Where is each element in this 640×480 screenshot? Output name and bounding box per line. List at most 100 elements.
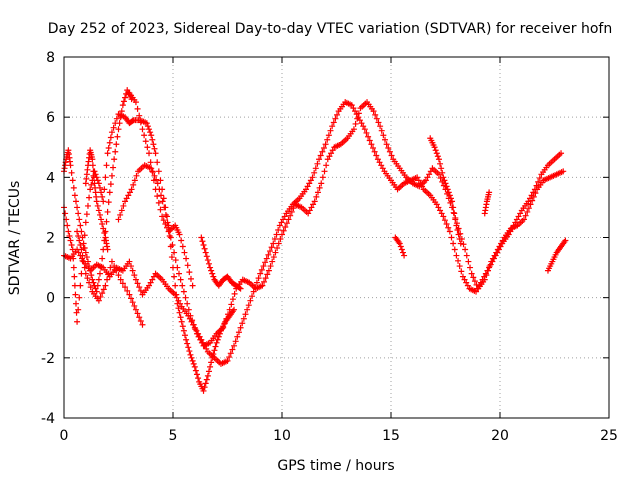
data-point [102, 174, 109, 181]
data-point [179, 243, 186, 250]
data-point [535, 178, 542, 185]
data-point [437, 175, 444, 182]
data-point [129, 299, 136, 306]
data-point [202, 380, 209, 387]
data-point [79, 234, 86, 241]
data-point [187, 312, 194, 319]
data-point [180, 327, 187, 334]
data-point [176, 309, 183, 316]
data-point [204, 372, 211, 379]
data-point [211, 347, 218, 354]
data-point [99, 193, 106, 200]
data-point [111, 263, 118, 270]
data-point [457, 240, 464, 247]
data-point [350, 105, 357, 112]
data-point [73, 309, 80, 316]
data-point [188, 354, 195, 361]
data-point [520, 216, 527, 223]
data-point [150, 141, 157, 148]
data-point [226, 306, 233, 313]
data-point [207, 363, 214, 370]
data-point [132, 276, 139, 283]
data-point [281, 213, 288, 220]
data-point [178, 237, 185, 244]
data-point [105, 199, 112, 206]
data-point [348, 102, 355, 109]
data-point [70, 264, 77, 271]
data-point [517, 210, 524, 217]
data-point [104, 276, 111, 283]
data-point [240, 315, 247, 322]
data-point [147, 279, 154, 286]
data-point [363, 129, 370, 136]
data-point [275, 226, 282, 233]
data-point [81, 264, 88, 271]
data-point [306, 207, 313, 214]
data-point [334, 111, 341, 118]
data-point [119, 280, 126, 287]
data-point [160, 217, 167, 224]
data-point [467, 264, 474, 271]
data-point [468, 270, 475, 277]
data-point [183, 336, 190, 343]
data-point [361, 126, 368, 133]
data-point [325, 132, 332, 139]
data-point [169, 242, 176, 249]
data-point [144, 144, 151, 151]
data-point [193, 371, 200, 378]
data-point [374, 156, 381, 163]
data-point [449, 198, 456, 205]
data-point [399, 249, 406, 256]
data-point [198, 339, 205, 346]
data-point [115, 272, 122, 279]
data-point [136, 284, 143, 291]
data-point [210, 273, 217, 280]
data-point [107, 181, 114, 188]
x-tick-label: 15 [382, 428, 400, 444]
data-point [184, 300, 191, 307]
data-point [201, 384, 208, 391]
data-point [71, 192, 78, 199]
data-point [525, 198, 532, 205]
data-point [287, 212, 294, 219]
data-point [382, 136, 389, 143]
data-point [229, 296, 236, 303]
data-point [285, 216, 292, 223]
data-point [308, 204, 315, 211]
data-point [191, 363, 198, 370]
data-point [237, 285, 244, 292]
data-point [443, 183, 450, 190]
data-point [134, 105, 141, 112]
data-point [96, 270, 103, 277]
data-point [105, 145, 112, 152]
data-point [132, 99, 139, 106]
data-point [171, 249, 178, 256]
data-point [177, 314, 184, 321]
data-point [107, 134, 114, 141]
data-point [179, 282, 186, 289]
data-point [98, 189, 105, 196]
data-point [139, 321, 146, 328]
data-point [422, 177, 429, 184]
data-point [72, 198, 79, 205]
data-point [438, 210, 445, 217]
data-point [150, 177, 157, 184]
series-track-d [115, 99, 567, 349]
data-point [370, 145, 377, 152]
data-point [259, 282, 266, 289]
data-point [177, 300, 184, 307]
data-point [491, 252, 498, 259]
data-point [473, 288, 480, 295]
data-point [71, 282, 78, 289]
data-point [247, 297, 254, 304]
data-point [456, 236, 463, 243]
data-point [560, 168, 567, 175]
data-point [193, 330, 200, 337]
data-point [324, 156, 331, 163]
data-point [415, 177, 422, 184]
data-point [277, 236, 284, 243]
data-point [379, 165, 386, 172]
data-point [270, 254, 277, 261]
data-point [108, 172, 115, 179]
data-point [311, 198, 318, 205]
